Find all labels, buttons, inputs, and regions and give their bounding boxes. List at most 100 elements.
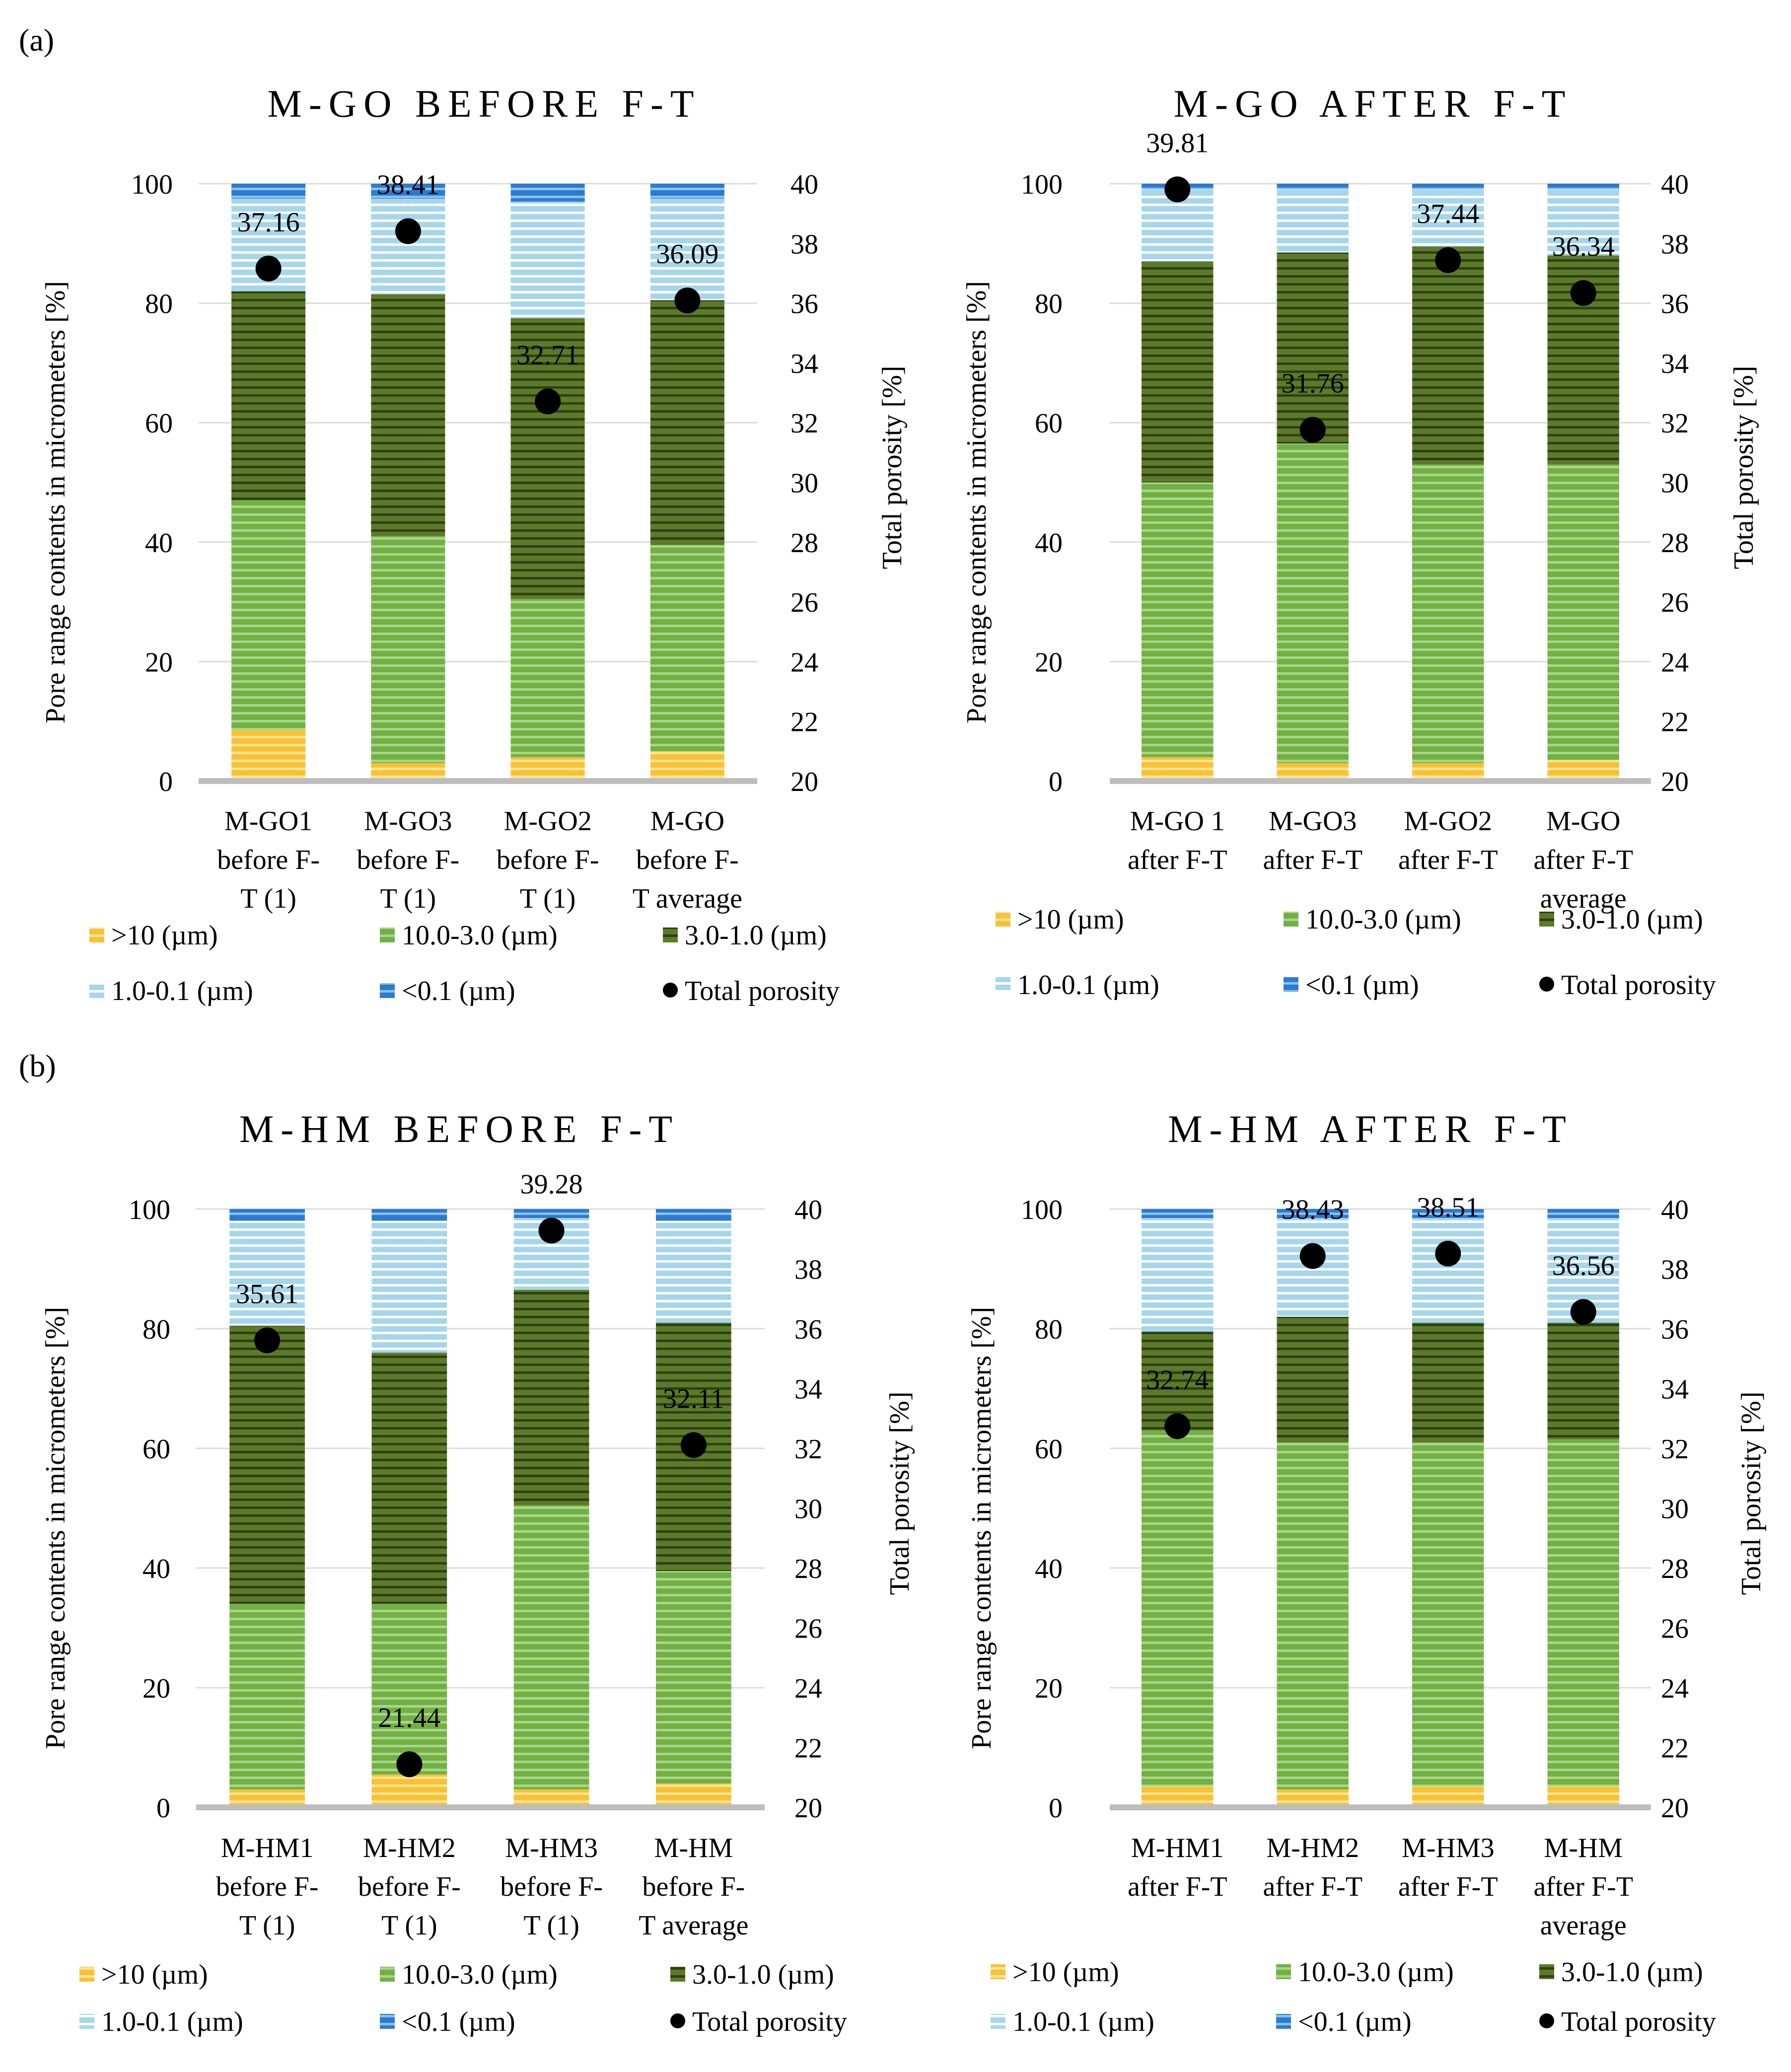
legend-swatch (991, 2014, 1005, 2029)
bar-segment (371, 294, 445, 536)
bar-segment (231, 500, 306, 730)
bar-segment (371, 1774, 447, 1807)
legend-swatch (663, 983, 678, 998)
y2-tick-label: 32 (1661, 1434, 1689, 1465)
bar-segment (510, 184, 585, 202)
x-tick-line: before F- (500, 1871, 603, 1902)
y-tick-label: 0 (1049, 1793, 1063, 1824)
legend-entry: <0.1 (µm) (402, 976, 515, 1006)
legend-entry: <0.1 (µm) (1298, 2006, 1412, 2037)
y2-tick-label: 40 (1661, 1195, 1689, 1225)
legend-swatch (380, 2014, 395, 2029)
x-tick-line: after F-T (1128, 1871, 1227, 1902)
y-tick-label: 0 (156, 1793, 170, 1824)
bar-segment (371, 199, 445, 294)
x-tick-line: before F- (636, 845, 739, 875)
bar-segment (231, 291, 306, 500)
y2-tick-label: 30 (794, 1494, 822, 1525)
bar-segment (229, 1604, 305, 1789)
bar-segment (1412, 1322, 1484, 1442)
bar-segment (1412, 1209, 1484, 1218)
x-tick-line: M-GO3 (364, 806, 452, 837)
y-axis-label: Pore range contents in micrometers [%] (40, 281, 71, 723)
total-porosity-point (674, 287, 701, 314)
y2-axis-label: Total porosity [%] (877, 366, 908, 570)
x-tick-line: M-HM1 (1131, 1833, 1224, 1863)
bar-segment (371, 1353, 447, 1604)
total-porosity-point (255, 255, 282, 282)
y2-tick-label: 28 (790, 528, 818, 559)
x-tick-label: M-HM before F- T average (639, 1833, 748, 1941)
x-tick-line: T (1) (523, 1910, 579, 1941)
bar-segment (1277, 252, 1349, 444)
bar-segment (1142, 261, 1214, 483)
x-tick-line: T average (639, 1910, 748, 1941)
total-porosity-label: 32.74 (1146, 1364, 1209, 1395)
y2-tick-label: 26 (1661, 1614, 1689, 1644)
legend-swatch (79, 2014, 94, 2029)
x-tick-line: before F- (357, 845, 459, 875)
total-porosity-label: 37.16 (237, 207, 300, 238)
y2-tick-label: 36 (1661, 289, 1689, 320)
bar-segment (1547, 1322, 1619, 1439)
y2-tick-label: 26 (790, 587, 818, 618)
bar-segment (1277, 1789, 1349, 1807)
legend-entry: 1.0-0.1 (µm) (101, 2006, 243, 2037)
x-tick-line: M-GO2 (503, 806, 591, 837)
y2-tick-label: 24 (794, 1673, 822, 1704)
y2-tick-label: 30 (790, 468, 818, 499)
y2-tick-label: 28 (1661, 528, 1689, 559)
legend-swatch (89, 928, 104, 942)
total-porosity-point (1435, 247, 1461, 273)
x-tick-line: after F-T (1398, 845, 1498, 875)
bar-segment (1142, 757, 1214, 781)
y-tick-label: 40 (143, 1554, 170, 1584)
bar-segment (371, 536, 445, 763)
bar-segment (510, 318, 585, 599)
y2-tick-label: 24 (1661, 1673, 1689, 1704)
total-porosity-point (254, 1327, 281, 1354)
x-tick-line: M-HM (654, 1833, 733, 1863)
bar-segment (513, 1209, 589, 1218)
bar-segment (1412, 190, 1484, 247)
bar-segment (1412, 1442, 1484, 1786)
y-tick-label: 0 (1049, 767, 1063, 797)
x-tick-label: M-HM2 before F- T (1) (358, 1833, 461, 1941)
bar-segment (1547, 1439, 1619, 1786)
bar-segment (1547, 184, 1619, 190)
x-tick-line: M-GO1 (224, 806, 312, 837)
y2-tick-label: 34 (1661, 349, 1689, 379)
x-tick-line: T average (633, 883, 742, 914)
total-porosity-point (1435, 1240, 1461, 1267)
bar-segment (229, 1209, 305, 1221)
y-tick-label: 20 (145, 647, 173, 678)
y-tick-label: 100 (129, 1195, 170, 1225)
x-tick-line: T (1) (381, 1910, 437, 1941)
y-tick-label: 20 (1035, 647, 1063, 678)
y2-tick-label: 28 (794, 1554, 822, 1584)
legend-entry: >10 (µm) (111, 920, 218, 951)
legend-entry: Total porosity (685, 976, 840, 1006)
legend-swatch (1284, 912, 1298, 927)
bar-segment (656, 1209, 731, 1221)
x-tick-line: after F-T (1263, 1871, 1362, 1902)
y-tick-label: 100 (1021, 1195, 1063, 1225)
y-tick-label: 60 (143, 1434, 170, 1465)
bar-segment (650, 199, 724, 300)
bar-segment (371, 1209, 447, 1221)
x-tick-line: M-HM1 (221, 1833, 314, 1863)
panel-label-a: (a) (19, 22, 54, 58)
x-tick-line: after F-T (1398, 1871, 1498, 1902)
legend-entry: 1.0-0.1 (µm) (1012, 2006, 1154, 2037)
x-tick-line: average (1540, 883, 1627, 914)
total-porosity-label: 31.76 (1282, 368, 1344, 399)
x-tick-line: M-GO (1546, 806, 1620, 837)
total-porosity-point (395, 218, 421, 244)
x-tick-label: M-GO before F- T average (633, 806, 742, 914)
x-tick-label: M-GO 1 after F-T (1128, 806, 1227, 875)
legend-entry: 3.0-1.0 (µm) (692, 1959, 834, 1990)
x-tick-label: M-GO3 after F-T (1263, 806, 1362, 875)
legend-swatch (996, 912, 1010, 927)
y2-tick-label: 28 (1661, 1554, 1689, 1584)
